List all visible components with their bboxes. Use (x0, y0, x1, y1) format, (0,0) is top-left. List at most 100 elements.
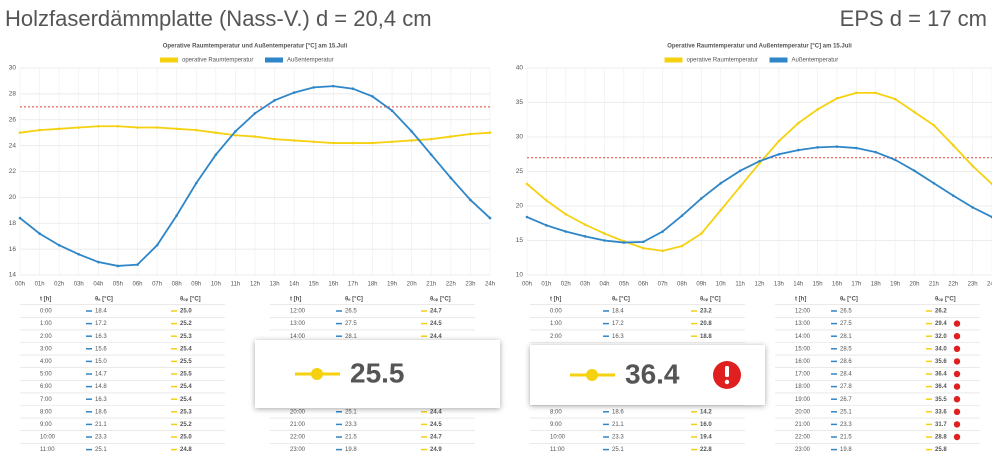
data-point (700, 197, 703, 200)
cell-outdoor: 21.5 (345, 435, 357, 441)
x-tick-label: 12h (250, 282, 260, 288)
panel-heading: Holzfaserdämmplatte (Nass-V.) d = 20,4 c… (5, 6, 432, 31)
cell-outdoor: 28.4 (840, 372, 852, 378)
cell-time: 0:00 (40, 309, 52, 315)
cell-time: 12:00 (795, 309, 811, 315)
cell-time: 19:00 (795, 397, 811, 403)
data-point (951, 143, 955, 147)
data-point (719, 208, 723, 212)
data-point (371, 141, 374, 145)
x-tick-label: 16h (328, 282, 338, 288)
data-point (893, 97, 897, 101)
cell-outdoor: 26.7 (840, 397, 852, 403)
cell-outdoor: 17.2 (95, 321, 107, 327)
cell-outdoor: 18.6 (612, 409, 624, 415)
data-point (777, 139, 781, 143)
data-point (57, 243, 61, 247)
table-header: θₑ [°C] (840, 297, 858, 303)
x-tick-label: 08h (172, 282, 182, 288)
data-point (449, 176, 453, 180)
cell-outdoor: 18.4 (95, 309, 107, 315)
data-point (488, 216, 492, 220)
x-tick-label: 07h (152, 282, 162, 288)
cell-time: 10:00 (550, 435, 566, 441)
chart-title: Operative Raumtemperatur und Außentemper… (667, 44, 852, 50)
cell-indoor: 24.7 (430, 309, 442, 315)
data-point (351, 87, 355, 90)
data-point (390, 109, 394, 112)
alert-icon (953, 358, 961, 365)
cell-time: 14:00 (795, 334, 811, 340)
x-tick-label: 17h (348, 282, 358, 288)
data-point (700, 232, 703, 235)
data-point (951, 194, 955, 197)
data-point (874, 91, 878, 95)
data-point (136, 126, 139, 129)
cell-indoor: 34.0 (935, 346, 947, 352)
cell-outdoor: 19.8 (840, 447, 852, 453)
cell-time: 4:00 (40, 359, 52, 365)
cell-indoor: 33.6 (935, 409, 947, 415)
cell-outdoor: 28.5 (840, 346, 852, 352)
callout: 36.4 (530, 345, 765, 405)
data-point (564, 212, 568, 216)
x-tick-label: 11h (231, 282, 241, 288)
data-point (913, 169, 916, 173)
x-tick-label: 15h (813, 282, 823, 288)
x-tick-label: 13h (774, 282, 784, 288)
cell-outdoor: 14.7 (95, 372, 107, 378)
cell-indoor: 25.5 (180, 372, 192, 378)
x-tick-label: 17h (851, 282, 861, 288)
x-tick-label: 20h (909, 282, 919, 288)
callout-marker (586, 369, 598, 381)
x-tick-label: 10h (716, 282, 726, 288)
data-point (332, 84, 335, 88)
cell-time: 18:00 (795, 384, 811, 390)
data-point (429, 137, 433, 141)
cell-time: 13:00 (795, 321, 811, 327)
alert-icon (953, 320, 961, 327)
cell-outdoor: 28.1 (345, 334, 357, 340)
table-header: t [h] (290, 297, 301, 303)
data-point (332, 141, 335, 145)
data-point (469, 132, 472, 136)
table-header: t [h] (40, 297, 51, 303)
x-tick-label: 10h (211, 282, 221, 288)
data-point (234, 133, 237, 137)
cell-indoor: 14.2 (700, 409, 712, 415)
data-point (661, 249, 664, 253)
data-point (136, 263, 139, 266)
x-tick-label: 05h (113, 282, 123, 288)
cell-indoor: 24.4 (430, 409, 442, 415)
cell-outdoor: 23.3 (345, 422, 357, 428)
data-point (564, 230, 568, 233)
cell-indoor: 29.4 (935, 321, 947, 327)
callout-value: 25.5 (350, 357, 405, 388)
data-point (410, 139, 413, 142)
x-tick-label: 03h (74, 282, 84, 288)
x-tick-label: 08h (677, 282, 687, 288)
table-header: θₒₚ [°C] (430, 297, 451, 303)
data-point (816, 108, 819, 111)
cell-time: 11:00 (40, 447, 55, 453)
cell-time: 16:00 (795, 359, 811, 365)
cell-outdoor: 27.5 (345, 321, 357, 327)
data-point (410, 130, 413, 133)
x-tick-label: 18h (871, 282, 881, 288)
x-tick-label: 01h (35, 282, 45, 288)
cell-time: 21:00 (290, 422, 306, 428)
data-point (116, 124, 120, 128)
cell-time: 11:00 (550, 447, 565, 453)
x-tick-label: 04h (93, 282, 103, 288)
cell-outdoor: 25.1 (95, 447, 107, 453)
cell-time: 2:00 (40, 334, 52, 340)
data-point (816, 146, 819, 149)
cell-indoor: 23.2 (700, 309, 712, 315)
y-tick-label: 30 (516, 134, 524, 141)
cell-outdoor: 16.3 (95, 334, 107, 340)
legend-label: Außentemperatur (792, 58, 839, 64)
x-tick-label: 21h (426, 282, 436, 288)
alert-icon (953, 333, 961, 340)
alert-icon (953, 383, 961, 390)
x-tick-label: 15h (309, 282, 319, 288)
